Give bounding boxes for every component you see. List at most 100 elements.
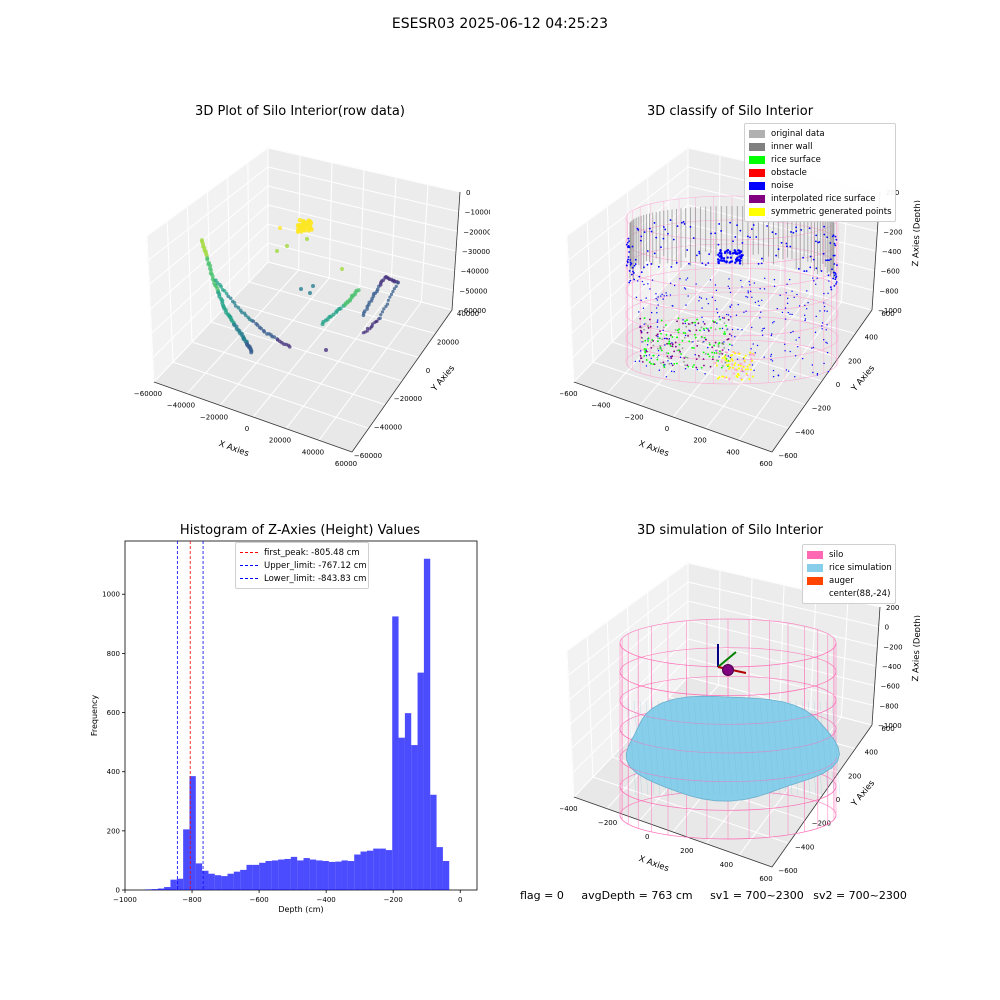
noise-point	[700, 297, 703, 299]
rice-surface-point	[678, 328, 680, 331]
noise-point	[664, 363, 666, 366]
noise-point	[834, 244, 837, 247]
rice-surface-point	[691, 346, 694, 349]
data-point	[324, 348, 328, 352]
data-point	[285, 244, 289, 248]
rice-surface-point	[656, 358, 659, 361]
noise-point	[816, 374, 819, 376]
rice-mesh-line	[645, 700, 655, 796]
rice-mesh-line	[639, 700, 649, 796]
histogram-bar	[278, 859, 285, 890]
z-tick-label: −50000	[459, 287, 487, 295]
noise-point	[653, 222, 656, 224]
data-point	[338, 306, 343, 311]
data-point	[365, 329, 369, 333]
noise-point	[711, 296, 714, 299]
noise-point	[770, 358, 772, 361]
noise-point	[718, 259, 722, 262]
noise-point	[758, 304, 760, 307]
noise-point	[826, 351, 829, 354]
data-point	[249, 350, 254, 355]
rice-surface-point	[687, 334, 689, 337]
histogram-bar	[423, 558, 431, 890]
legend-item: original data	[749, 127, 891, 140]
noise-point	[734, 236, 737, 238]
z-tick-label: −600	[881, 268, 900, 276]
noise-point	[779, 294, 781, 296]
data-point	[255, 323, 260, 327]
symmetric-point	[744, 354, 747, 357]
noise-point	[771, 333, 773, 335]
noise-point	[656, 299, 659, 301]
x-tick-label: 0	[245, 425, 249, 433]
noise-point	[729, 252, 732, 255]
symmetric-point	[753, 354, 756, 357]
rice-surface-point	[713, 344, 715, 347]
grid-line	[267, 166, 459, 213]
data-point	[386, 298, 390, 302]
noise-point	[735, 314, 738, 316]
symmetric-point	[720, 360, 723, 363]
rice-surface-point	[711, 358, 714, 361]
rice-surface-point	[704, 352, 707, 355]
noise-point	[673, 284, 676, 287]
rice-surface-point	[645, 350, 648, 353]
legend-label: silo	[829, 549, 844, 560]
noise-point	[665, 376, 668, 378]
rice-surface-point	[713, 351, 716, 354]
noise-point	[772, 375, 775, 378]
noise-point	[740, 255, 743, 258]
noise-point	[825, 259, 827, 262]
noise-point	[675, 261, 678, 264]
symmetric-point	[751, 375, 754, 378]
noise-point	[627, 237, 630, 240]
noise-point	[806, 290, 808, 292]
x-tick-label: −200	[598, 819, 617, 827]
noise-point	[628, 270, 631, 272]
x-tick-label: 60000	[335, 460, 357, 468]
y-axis-line	[771, 724, 873, 868]
y-axis-line	[771, 309, 873, 453]
rice-mesh-line	[699, 700, 709, 796]
legend-item: rice simulation	[807, 561, 892, 574]
rice-surface-point	[694, 333, 696, 336]
noise-point	[813, 280, 815, 282]
rice-surface-point	[705, 327, 708, 330]
noise-point	[656, 312, 658, 314]
rice-mesh-line	[777, 700, 787, 796]
data-point	[243, 313, 248, 318]
data-point	[382, 307, 386, 311]
z-tick-label: −800	[879, 287, 898, 295]
legend-swatch	[807, 563, 823, 572]
noise-point	[750, 348, 752, 350]
noise-point	[812, 371, 814, 374]
noise-point	[823, 225, 826, 228]
noise-point	[753, 369, 755, 372]
noise-point	[836, 264, 838, 267]
noise-point	[789, 313, 791, 315]
data-point	[311, 284, 315, 288]
noise-point	[732, 240, 734, 243]
noise-point	[696, 254, 698, 257]
y-tick-label: 600	[881, 725, 894, 733]
legend-label: obstacle	[771, 167, 807, 178]
data-point	[233, 304, 238, 308]
noise-point	[640, 271, 643, 274]
legend-swatch	[749, 142, 765, 151]
noise-point	[676, 225, 679, 228]
silo-ring-front	[619, 814, 837, 840]
rice-surface-point	[719, 327, 721, 330]
noise-point	[726, 248, 730, 252]
noise-point	[734, 336, 736, 338]
data-point	[394, 284, 398, 288]
data-point	[222, 289, 227, 293]
noise-point	[718, 316, 721, 318]
y-axis-label: Frequency	[90, 695, 99, 737]
noise-point	[757, 300, 760, 302]
noise-point	[679, 356, 682, 359]
rice-surface-point	[648, 318, 651, 321]
symmetric-point	[715, 364, 718, 367]
noise-point	[721, 317, 724, 319]
symmetric-point	[740, 362, 743, 365]
noise-point	[736, 224, 738, 227]
